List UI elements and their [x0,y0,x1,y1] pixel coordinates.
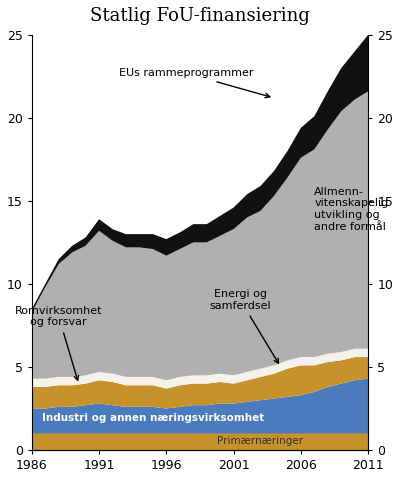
Text: EUs rammeprogrammer: EUs rammeprogrammer [119,68,270,98]
Text: Energi og
samferdsel: Energi og samferdsel [210,289,278,363]
Text: Romvirksomhet
og forsvar: Romvirksomhet og forsvar [15,306,102,380]
Text: Primærnæringer: Primærnæringer [218,436,304,446]
Title: Statlig FoU-finansiering: Statlig FoU-finansiering [90,7,310,25]
Text: Allmenn-
vitenskapelig
utvikling og
andre formål: Allmenn- vitenskapelig utvikling og andr… [314,187,388,232]
Text: Industri og annen næringsvirksomhet: Industri og annen næringsvirksomhet [42,413,264,423]
